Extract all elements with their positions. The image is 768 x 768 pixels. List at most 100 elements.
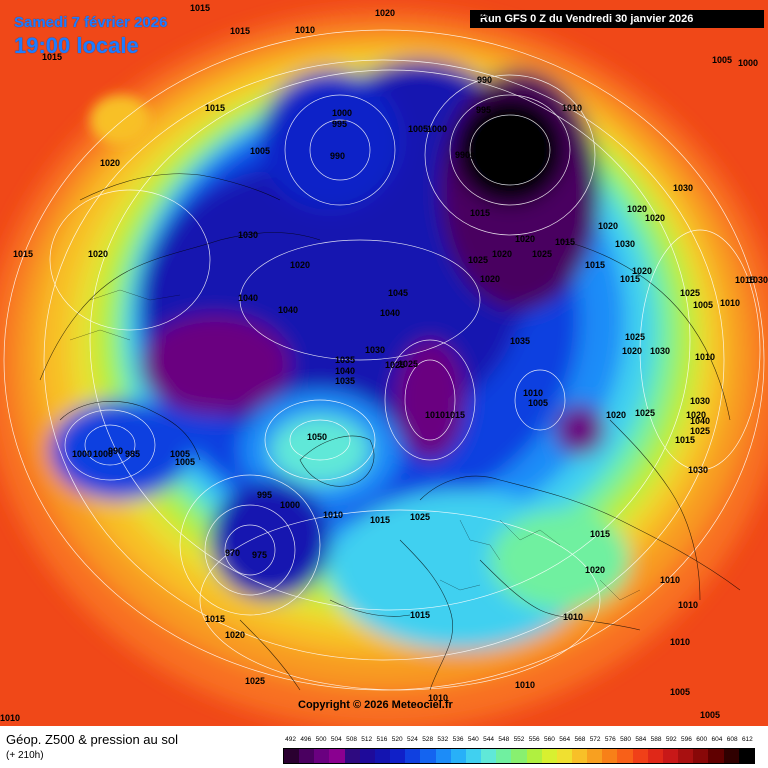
pressure-label: 1020 [622,346,643,356]
pressure-label: 1025 [532,249,553,259]
pressure-label: 1000 [72,449,93,459]
pressure-label: 1025 [635,408,656,418]
scale-value-label: 552 [513,736,525,743]
pressure-label: 1050 [307,432,328,442]
pressure-label: 1020 [515,234,536,244]
pressure-label: 1005 [670,687,691,697]
pressure-label: 1020 [598,221,619,231]
scale-value-label: 604 [711,736,723,743]
scale-value-label: 536 [452,736,464,743]
scale-swatch [496,749,512,763]
scale-swatch [708,749,724,763]
scale-value-label: 560 [544,736,555,743]
scale-value-label: 516 [376,736,388,743]
scale-value-label: 580 [620,736,632,743]
scale-swatch [420,749,436,763]
scale-value-label: 548 [498,736,510,743]
pressure-label: 1025 [625,332,646,342]
pressure-label: 1020 [290,260,311,270]
scale-swatch [738,749,754,763]
scale-swatch [617,749,633,763]
forecast-date: Samedi 7 février 2026 [14,14,168,31]
pressure-label: 1015 [370,515,391,525]
scale-swatch [556,749,572,763]
pressure-label: 1040 [335,366,356,376]
pressure-label: 1020 [480,274,501,284]
pressure-label: 995 [476,105,492,115]
scale-swatch [299,749,315,763]
scale-value-label: 544 [483,736,494,743]
pressure-label: 1025 [680,288,701,298]
pressure-label: 1010 [515,680,536,690]
scale-swatch [481,749,497,763]
pressure-label: 1000 [738,58,759,68]
pressure-label: 1045 [388,288,409,298]
pressure-label: 1005 [712,55,733,65]
pressure-label: 1010 [428,693,449,703]
coastlines [39,173,741,691]
scale-value-label: 576 [604,736,616,743]
scale-value-label: 492 [285,736,297,743]
forecast-time: 19:00 locale [14,33,139,58]
scale-value-label: 588 [650,736,662,743]
pressure-label: 1035 [510,336,531,346]
isobars [3,29,765,691]
pressure-label: 995 [332,119,348,129]
pressure-label: 1010 [695,352,716,362]
scale-swatch [359,749,375,763]
scale-swatch [662,749,679,763]
color-scale [283,748,755,764]
pressure-label: 1025 [468,255,489,265]
scale-swatch [390,749,406,763]
legend-subtitle: (+ 210h) [6,750,44,761]
pressure-label: 1030 [365,345,386,355]
pressure-label: 1025 [245,676,266,686]
pressure-label: 1000 [332,108,353,118]
scale-value-label: 612 [741,736,753,743]
pressure-label: 1000 [427,124,448,134]
scale-value-label: 528 [422,736,434,743]
scale-value-label: 524 [406,736,418,743]
scale-swatch [344,749,360,763]
scale-swatch [541,749,557,763]
scale-swatch [587,749,603,763]
scale-swatch [405,749,421,763]
scale-value-label: 572 [589,736,601,743]
scale-swatch [511,749,527,763]
pressure-label: 1010 [670,637,691,647]
pressure-label: 1040 [690,416,711,426]
pressure-label: 1020 [606,410,627,420]
pressure-label: 1010 [425,410,446,420]
scale-swatch [526,749,542,763]
pressure-label: 970 [502,147,518,157]
scale-swatch [284,749,300,763]
scale-swatch [314,749,330,763]
scale-value-label: 608 [726,736,738,743]
copyright-notice: Copyright © 2026 Meteociel.fr [298,699,453,711]
pressure-label: 1010 [323,510,344,520]
scale-swatch [450,749,466,763]
pressure-label: 1015 [555,237,576,247]
pressure-label: 1020 [100,158,121,168]
scale-value-label: 556 [528,736,540,743]
borders [69,289,641,601]
pressure-label: 1015 [675,435,696,445]
pressure-label: 1020 [375,8,396,18]
pressure-label: 1015 [590,529,611,539]
pressure-label: 1025 [398,359,419,369]
pressure-label: 1015 [13,249,34,259]
pressure-label: 1010 [678,600,699,610]
scale-value-label: 512 [361,736,373,743]
pressure-label: 1025 [690,426,711,436]
pressure-label: 1010 [720,298,741,308]
scale-value-label: 564 [559,736,571,743]
scale-swatch [678,749,694,763]
pressure-label: 1030 [690,396,711,406]
pressure-label: 1030 [673,183,694,193]
scale-value-label: 568 [574,736,586,743]
scale-value-label: 592 [665,736,677,743]
pressure-label: 1005 [175,457,196,467]
pressure-label: 1015 [205,103,226,113]
pressure-label: 1020 [88,249,109,259]
scale-value-label: 596 [681,736,692,743]
